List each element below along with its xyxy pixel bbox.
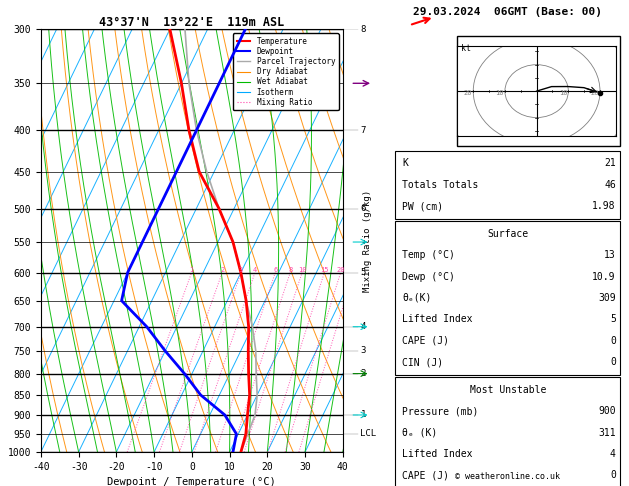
Text: 6: 6 [360, 204, 366, 213]
Text: 311: 311 [598, 428, 616, 437]
Text: 5: 5 [610, 314, 616, 324]
Bar [457, 36, 620, 146]
Text: K: K [403, 158, 408, 168]
Legend: Temperature, Dewpoint, Parcel Trajectory, Dry Adiabat, Wet Adiabat, Isotherm, Mi: Temperature, Dewpoint, Parcel Trajectory… [233, 33, 339, 110]
Text: Totals Totals: Totals Totals [403, 180, 479, 190]
Text: 20: 20 [591, 90, 599, 96]
Text: Temp (°C): Temp (°C) [403, 250, 455, 260]
Title: 43°37'N  13°22'E  119m ASL: 43°37'N 13°22'E 119m ASL [99, 16, 284, 29]
Text: 20: 20 [464, 90, 472, 96]
Text: 10: 10 [496, 90, 504, 96]
Text: 21: 21 [604, 158, 616, 168]
Text: Surface: Surface [487, 229, 528, 239]
Y-axis label: hPa: hPa [0, 230, 2, 251]
Bar [396, 151, 620, 219]
Text: 10: 10 [559, 90, 567, 96]
Text: LCL: LCL [360, 430, 377, 438]
Text: CIN (J): CIN (J) [403, 357, 443, 367]
Text: 309: 309 [598, 293, 616, 303]
Text: θₑ(K): θₑ(K) [403, 293, 431, 303]
Text: Lifted Index: Lifted Index [403, 449, 473, 459]
Text: 4: 4 [610, 449, 616, 459]
Text: 5: 5 [360, 268, 366, 277]
Text: 13: 13 [604, 250, 616, 260]
Text: 3: 3 [239, 267, 243, 273]
Text: 2: 2 [360, 369, 366, 378]
Bar [396, 221, 620, 375]
Text: 4: 4 [360, 322, 366, 331]
Text: 0: 0 [610, 357, 616, 367]
Bar [396, 377, 620, 486]
Text: 0: 0 [610, 336, 616, 346]
Text: θₑ (K): θₑ (K) [403, 428, 438, 437]
Text: kt: kt [460, 44, 470, 53]
X-axis label: Dewpoint / Temperature (°C): Dewpoint / Temperature (°C) [108, 477, 276, 486]
Text: 20: 20 [337, 267, 345, 273]
Text: 1: 1 [360, 411, 366, 419]
Text: Pressure (mb): Pressure (mb) [403, 406, 479, 416]
Text: 8: 8 [288, 267, 292, 273]
Text: 29.03.2024  06GMT (Base: 00): 29.03.2024 06GMT (Base: 00) [413, 7, 603, 17]
Text: 1.98: 1.98 [593, 201, 616, 211]
Text: 15: 15 [320, 267, 328, 273]
Text: Lifted Index: Lifted Index [403, 314, 473, 324]
Text: 10.9: 10.9 [593, 272, 616, 281]
Text: 7: 7 [360, 126, 366, 135]
Text: 8: 8 [360, 25, 366, 34]
Text: 900: 900 [598, 406, 616, 416]
Text: 6: 6 [273, 267, 277, 273]
Text: CAPE (J): CAPE (J) [403, 470, 449, 480]
Text: 4: 4 [253, 267, 257, 273]
Text: PW (cm): PW (cm) [403, 201, 443, 211]
Text: 46: 46 [604, 180, 616, 190]
Text: 3: 3 [360, 347, 366, 355]
Text: Dewp (°C): Dewp (°C) [403, 272, 455, 281]
Text: Mixing Ratio (g/kg): Mixing Ratio (g/kg) [364, 190, 372, 292]
Text: CAPE (J): CAPE (J) [403, 336, 449, 346]
Text: 1: 1 [189, 267, 194, 273]
Text: 0: 0 [610, 470, 616, 480]
Text: © weatheronline.co.uk: © weatheronline.co.uk [455, 472, 560, 481]
Text: 2: 2 [220, 267, 225, 273]
Text: 10: 10 [298, 267, 306, 273]
Text: Most Unstable: Most Unstable [470, 385, 546, 395]
